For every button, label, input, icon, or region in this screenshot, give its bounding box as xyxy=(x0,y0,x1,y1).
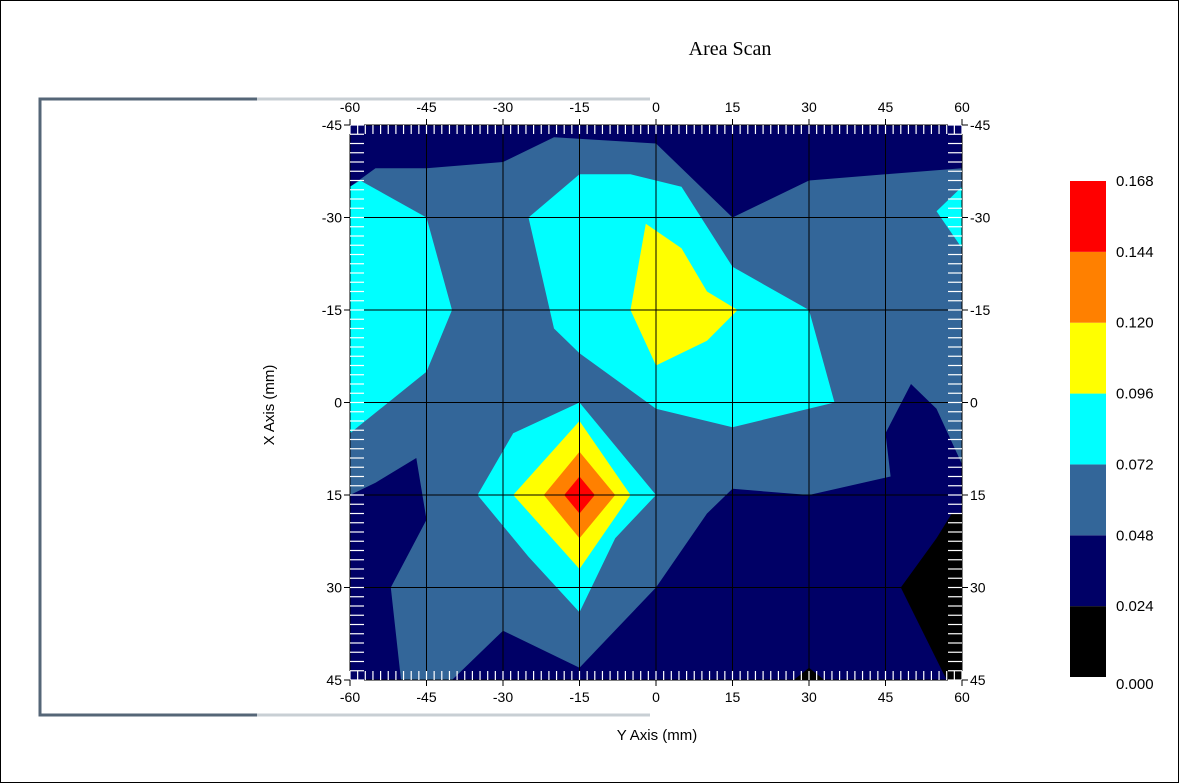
x-tick-label-top-6: 30 xyxy=(801,99,817,115)
x-tick-label-bottom-3: -15 xyxy=(569,689,589,705)
y-tick-label-right-6: 45 xyxy=(970,672,986,688)
legend-swatch-1 xyxy=(1070,535,1106,607)
x-tick-label-bottom-5: 15 xyxy=(725,689,741,705)
x-tick-label-bottom-0: -60 xyxy=(340,689,360,705)
y-tick-label-right-2: -15 xyxy=(970,302,990,318)
legend-swatch-0 xyxy=(1070,606,1106,677)
x-tick-label-top-0: -60 xyxy=(340,99,360,115)
legend-label-4: 0.096 xyxy=(1116,386,1154,403)
x-tick-label-bottom-8: 60 xyxy=(954,689,970,705)
y-tick-label-left-4: 15 xyxy=(326,487,342,503)
x-tick-label-bottom-1: -45 xyxy=(416,689,436,705)
legend-label-0: 0.000 xyxy=(1116,676,1154,693)
x-tick-label-top-5: 15 xyxy=(725,99,741,115)
ticks: -60-60-45-45-30-30-15-150015153030454560… xyxy=(322,99,991,705)
legend-label-2: 0.048 xyxy=(1116,527,1154,544)
y-tick-label-right-5: 30 xyxy=(970,580,986,596)
chart-title: Area Scan xyxy=(688,38,772,60)
x-tick-label-bottom-4: 0 xyxy=(652,689,660,705)
legend-swatch-5 xyxy=(1070,251,1106,323)
legend-label-3: 0.072 xyxy=(1116,456,1154,473)
left-bracket xyxy=(38,97,257,717)
y-tick-label-left-5: 30 xyxy=(326,580,342,596)
x-tick-label-bottom-6: 30 xyxy=(801,689,817,705)
y-tick-label-right-0: -45 xyxy=(970,117,990,133)
x-axis-title: Y Axis (mm) xyxy=(617,727,698,744)
x-tick-label-top-1: -45 xyxy=(416,99,436,115)
x-tick-label-top-3: -15 xyxy=(569,99,589,115)
y-tick-label-right-1: -30 xyxy=(970,210,990,226)
x-tick-label-top-8: 60 xyxy=(954,99,970,115)
legend-label-1: 0.024 xyxy=(1116,598,1154,615)
y-tick-label-left-1: -30 xyxy=(322,210,342,226)
y-tick-label-left-6: 45 xyxy=(326,672,342,688)
legend-label-7: 0.168 xyxy=(1116,173,1154,190)
y-axis-title: X Axis (mm) xyxy=(261,365,278,446)
legend-label-6: 0.144 xyxy=(1116,244,1154,261)
legend-swatch-2 xyxy=(1070,464,1106,536)
legend-swatch-3 xyxy=(1070,393,1106,465)
legend-swatch-6 xyxy=(1070,181,1106,252)
x-tick-label-top-2: -30 xyxy=(493,99,513,115)
legend-swatch-4 xyxy=(1070,322,1106,394)
y-tick-label-left-0: -45 xyxy=(322,117,342,133)
contour-region-5 xyxy=(630,223,738,366)
y-tick-label-right-3: 0 xyxy=(970,395,978,411)
color-legend: 0.000 0.024 0.048 0.072 0.096 0.120 0.144 0.168 xyxy=(1070,173,1154,693)
y-tick-label-right-4: 15 xyxy=(970,487,986,503)
x-tick-label-bottom-2: -30 xyxy=(493,689,513,705)
contour-region-9 xyxy=(900,513,962,680)
x-tick-label-top-4: 0 xyxy=(652,99,660,115)
x-tick-label-bottom-7: 45 xyxy=(878,689,894,705)
legend-label-5: 0.120 xyxy=(1116,315,1154,332)
y-tick-label-left-2: -15 xyxy=(322,302,342,318)
y-tick-label-left-3: 0 xyxy=(334,395,342,411)
x-tick-label-top-7: 45 xyxy=(878,99,894,115)
